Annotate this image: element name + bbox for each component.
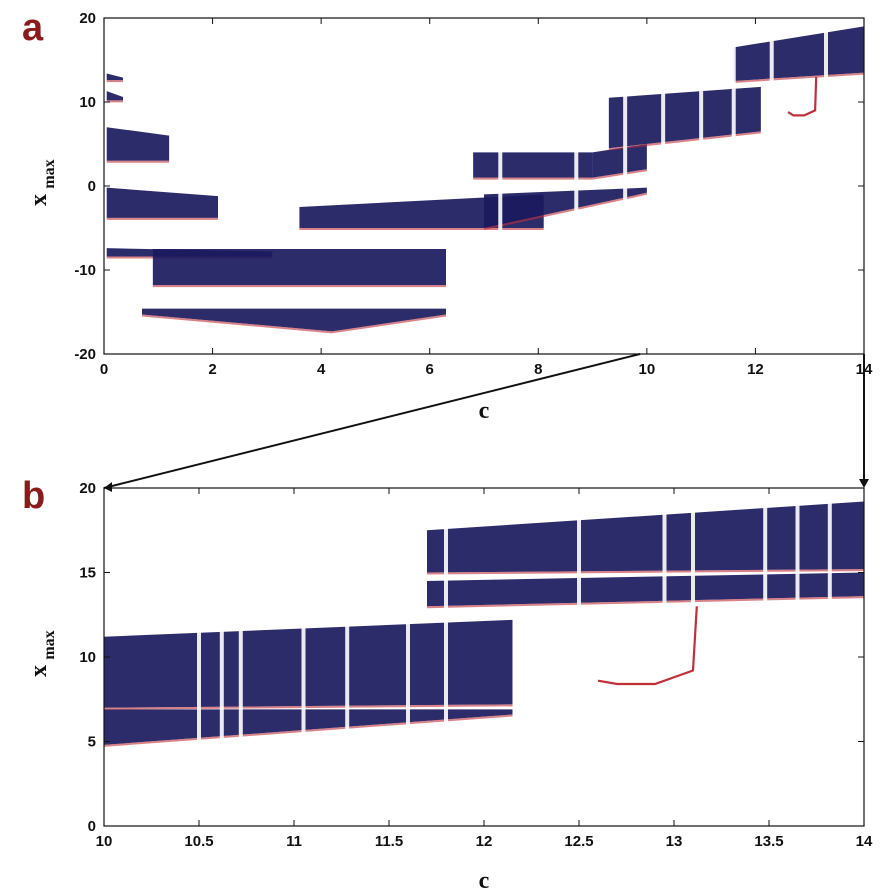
chaos-band (104, 709, 513, 745)
x-tick-label: 0 (100, 361, 108, 378)
x-tick-label: 11 (286, 833, 302, 850)
x-tick-label: 13.5 (754, 833, 783, 850)
panel-a-y-label-sub: max (41, 159, 58, 188)
chaos-band (299, 194, 544, 228)
panel-a-data (106, 20, 865, 352)
periodic-window-gap (763, 490, 768, 824)
chaos-band (484, 187, 647, 228)
panel-b-letter: b (22, 475, 45, 517)
x-tick-label: 6 (426, 361, 434, 378)
chaos-band (592, 144, 647, 178)
chaos-band (104, 619, 513, 708)
periodic-window-gap (301, 490, 306, 824)
x-tick-label: 10 (639, 361, 656, 378)
chaos-band (608, 86, 761, 149)
y-tick-label: -10 (74, 262, 96, 279)
chaos-band-fringe (426, 569, 865, 575)
y-tick-label: 0 (88, 818, 96, 835)
zoom-arrowhead-right (859, 479, 869, 488)
periodic-window-gap (623, 20, 628, 352)
chaos-band (427, 572, 864, 607)
x-tick-label: 12 (476, 833, 493, 850)
x-tick-label: 4 (317, 361, 326, 378)
periodic-window-gap (577, 490, 581, 824)
chaos-band (106, 187, 218, 218)
periodic-window-gap (574, 20, 579, 352)
zoom-connector-left (103, 353, 641, 489)
chaos-band-fringe (733, 72, 865, 83)
chaos-band (142, 308, 332, 332)
periodic-window-gap (238, 490, 243, 824)
y-tick-label: 15 (79, 565, 96, 582)
panel-b-y-label-main: x (26, 665, 52, 677)
x-tick-label: 12 (747, 361, 764, 378)
periodic-window-gap (219, 490, 224, 824)
chaos-band (473, 152, 593, 178)
chaos-band (106, 91, 123, 101)
x-tick-label: 2 (208, 361, 216, 378)
x-tick-label: 13 (666, 833, 683, 850)
periodic-window-gap (769, 20, 774, 352)
panel-b: b 10 10.5 11 11.5 12 12.5 13 13.5 14 0 5 10 15 20 c x… (22, 475, 873, 894)
zoom-arrowhead-left (104, 482, 112, 492)
chaos-band-fringe (331, 314, 447, 334)
periodic-window-gap (444, 490, 448, 824)
x-tick-label: 8 (534, 361, 542, 378)
panel-a-y-label: x max (26, 159, 58, 206)
chaos-band-fringe (141, 314, 333, 334)
chaos-band (733, 26, 864, 81)
periodic-window-gap (699, 20, 704, 352)
x-tick-label: 14 (856, 833, 873, 850)
periodic-window-gap (662, 490, 667, 824)
periodic-window-gap (824, 20, 828, 352)
y-tick-label: 10 (79, 94, 96, 111)
x-tick-label: 12.5 (564, 833, 593, 850)
y-tick-label: 0 (88, 178, 96, 195)
panel-b-y-label-sub: max (41, 630, 58, 659)
chaos-band-fringe (483, 192, 648, 230)
y-tick-label: 5 (88, 734, 96, 751)
chaos-band (332, 308, 446, 332)
periodic-window-gap (827, 490, 832, 824)
y-tick-label: -20 (74, 346, 96, 363)
x-tick-label: 10 (96, 833, 113, 850)
period-doubling-curve (597, 606, 698, 686)
zoom-connectors (103, 353, 869, 492)
y-tick-label: 10 (79, 649, 96, 666)
periodic-window-gap (498, 20, 503, 352)
panel-a-letter: a (22, 7, 44, 49)
chaos-band-fringe (426, 596, 865, 609)
period-doubling-curve (787, 76, 818, 117)
chaos-band (106, 73, 123, 81)
x-tick-label: 11.5 (375, 833, 403, 850)
chaos-band-fringe (592, 169, 648, 180)
periodic-window-gap (795, 490, 800, 824)
chaos-band (427, 501, 864, 573)
periodic-window-gap (345, 490, 350, 824)
periodic-window-gap (197, 490, 201, 824)
panel-a-x-label: c (479, 398, 490, 424)
periodic-window-gap (406, 490, 410, 824)
x-tick-label: 10.5 (184, 833, 213, 850)
panel-b-y-label: x max (26, 630, 58, 677)
y-tick-label: 20 (79, 480, 96, 497)
y-tick-label: 20 (79, 10, 96, 27)
panel-b-x-label: c (479, 868, 490, 894)
panel-a-y-label-main: x (26, 194, 52, 206)
chaos-band (106, 127, 170, 161)
panel-b-ticks: 10 10.5 11 11.5 12 12.5 13 13.5 14 0 5 10 15 20 (79, 480, 873, 850)
periodic-window-gap (731, 20, 736, 352)
periodic-window-gap (661, 20, 666, 352)
panel-b-data (103, 490, 865, 824)
chaos-band (152, 249, 446, 286)
